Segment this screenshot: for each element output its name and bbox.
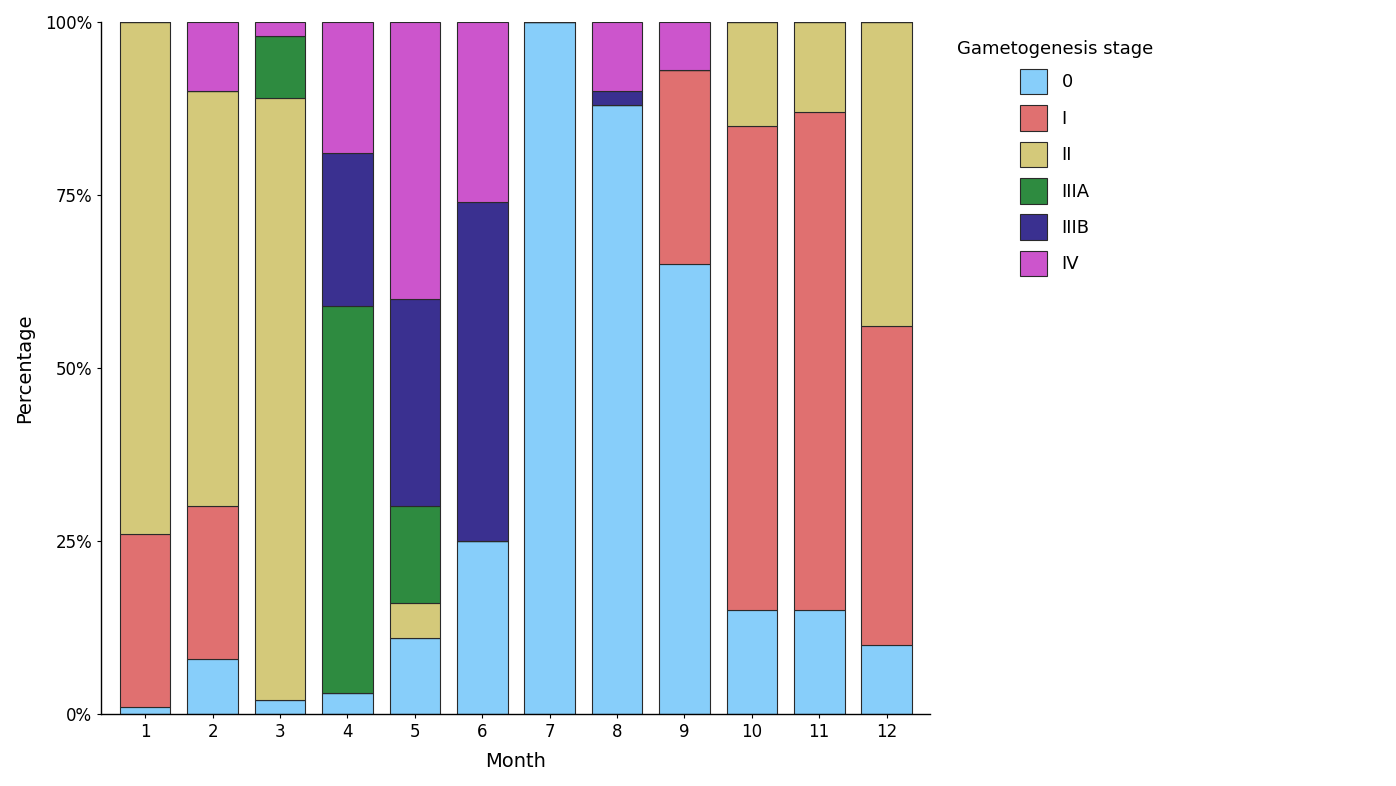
Bar — [794, 112, 845, 610]
Bar — [726, 22, 778, 126]
Bar — [592, 22, 642, 91]
Bar — [861, 645, 912, 714]
Bar — [389, 506, 440, 603]
Bar — [187, 91, 237, 506]
Bar — [592, 91, 642, 105]
Bar — [389, 637, 440, 714]
Bar — [525, 22, 575, 714]
Bar — [322, 693, 373, 714]
Bar — [389, 299, 440, 506]
Bar — [592, 105, 642, 714]
Bar — [120, 707, 170, 714]
Bar — [120, 22, 170, 534]
Bar — [861, 22, 912, 326]
Bar — [322, 306, 373, 693]
Bar — [794, 22, 845, 112]
Bar — [456, 202, 508, 541]
Bar — [659, 22, 709, 71]
Bar — [794, 610, 845, 714]
Legend: 0, I, II, IIIA, IIIB, IV: 0, I, II, IIIA, IIIB, IV — [948, 31, 1161, 285]
Bar — [322, 22, 373, 153]
Bar — [187, 659, 237, 714]
Bar — [254, 98, 306, 700]
Bar — [187, 506, 237, 659]
Bar — [726, 126, 778, 610]
X-axis label: Month: Month — [486, 752, 546, 771]
Bar — [389, 603, 440, 637]
Bar — [659, 71, 709, 264]
Bar — [254, 22, 306, 36]
Bar — [254, 36, 306, 98]
Bar — [726, 610, 778, 714]
Bar — [120, 534, 170, 707]
Y-axis label: Percentage: Percentage — [15, 313, 34, 423]
Bar — [861, 326, 912, 645]
Bar — [254, 700, 306, 714]
Bar — [389, 22, 440, 299]
Bar — [456, 541, 508, 714]
Bar — [322, 153, 373, 306]
Bar — [659, 264, 709, 714]
Bar — [187, 22, 237, 91]
Bar — [456, 22, 508, 202]
